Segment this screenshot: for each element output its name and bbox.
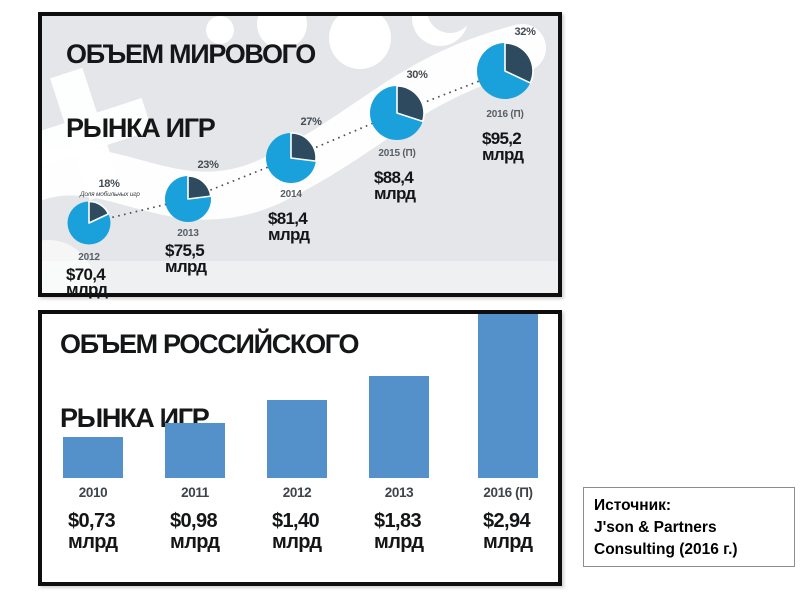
world-chart-labels: 18% Доля мобильных игр 2012 $70,4 млрд 23% 201… bbox=[42, 16, 558, 298]
bar-value-label: $1,83 млрд bbox=[374, 511, 424, 553]
pie-year-label: 2013 bbox=[177, 228, 199, 239]
bar-2011 bbox=[165, 423, 225, 478]
pie-value-amount: $70,4 bbox=[66, 264, 106, 284]
pie-value-unit: млрд bbox=[268, 224, 310, 244]
bar-value-label: $0,73 млрд bbox=[68, 511, 118, 553]
bar-column-2010: 2010 $0,73 млрд bbox=[63, 314, 123, 582]
pie-value-unit: млрд bbox=[482, 144, 524, 164]
pie-value-label: $81,4 млрд bbox=[268, 209, 310, 244]
world-market-pie-trend-chart bbox=[42, 16, 558, 293]
bar-value-label: $0,98 млрд bbox=[170, 511, 220, 553]
corner-circle-shape bbox=[42, 240, 96, 293]
dotted-trend-line bbox=[88, 70, 506, 224]
pie-value-unit: млрд bbox=[66, 280, 108, 299]
pie-mobile-share-sector bbox=[88, 200, 110, 224]
bar-value-amount: $0,73 bbox=[68, 510, 116, 532]
russia-market-chart-panel: ОБЪЕМ РОССИЙСКОГО РЫНКА ИГР 2010 $0,73 мл… bbox=[38, 310, 562, 586]
bar-value-label: $1,40 млрд bbox=[272, 511, 322, 553]
mobile-share-percent-label: 27% bbox=[300, 116, 322, 128]
bar-year-label: 2013 bbox=[384, 485, 414, 500]
source-attribution-box: Источник: J'son & Partners Consulting (2… bbox=[583, 487, 795, 567]
pie-mobile-share-sector bbox=[396, 85, 425, 123]
bar-year-label: 2011 bbox=[181, 485, 209, 500]
bar-year-label: 2016 (П) bbox=[483, 485, 533, 500]
bar-value-unit: млрд bbox=[68, 531, 118, 553]
pie-mobile-share-sector bbox=[290, 132, 317, 162]
bar-column-2012: 2012 $1,40 млрд bbox=[267, 314, 327, 582]
pie-value-amount: $95,2 bbox=[482, 129, 522, 148]
bar-value-amount: $2,94 bbox=[483, 510, 531, 532]
bar-2012 bbox=[267, 399, 327, 478]
pie-value-label: $70,4 млрд bbox=[66, 264, 108, 299]
bar-value-amount: $1,83 bbox=[374, 510, 422, 532]
bar-year-label: 2010 bbox=[78, 485, 108, 500]
pie-value-amount: $75,5 bbox=[165, 241, 205, 260]
controller-pattern-background bbox=[42, 16, 558, 293]
world-title-line1: ОБЪЕМ МИРОВОГО bbox=[66, 39, 316, 69]
source-year: Consulting (2016 г.) bbox=[594, 541, 738, 558]
bar-2013 bbox=[369, 375, 429, 478]
world-title-line2: РЫНКА ИГР bbox=[66, 113, 216, 143]
pie-value-label: $88,4 млрд bbox=[374, 168, 416, 203]
pie-value-amount: $88,4 bbox=[374, 168, 414, 187]
bar-value-label: $2,94 млрд bbox=[483, 511, 533, 553]
bar-value-unit: млрд bbox=[272, 531, 322, 553]
pie-value-label: $95,2 млрд bbox=[482, 129, 524, 164]
button-circle-icon bbox=[206, 16, 234, 44]
bar-2010 bbox=[63, 437, 123, 478]
world-market-chart-panel: 18% Доля мобильных игр 2012 $70,4 млрд 23% 201… bbox=[38, 12, 562, 298]
button-circle-icon bbox=[329, 16, 391, 69]
bar-value-unit: млрд bbox=[170, 531, 220, 553]
pie-year-label: 2015 (П) bbox=[378, 148, 416, 159]
mobile-share-percent-label: 18% bbox=[98, 177, 120, 190]
bar-column-2016: 2016 (П) $2,94 млрд bbox=[478, 314, 538, 582]
bar-value-amount: $1,40 bbox=[272, 510, 320, 532]
world-chart-title: ОБЪЕМ МИРОВОГО РЫНКА ИГР bbox=[66, 36, 316, 147]
pie-year-label: 2012 bbox=[78, 251, 100, 263]
source-company: J'son & Partners bbox=[594, 519, 717, 536]
bar-value-amount: $0,98 bbox=[170, 510, 218, 532]
russia-title-line1: ОБЪЕМ РОССИЙСКОГО bbox=[60, 329, 359, 359]
source-label: Источник: bbox=[594, 497, 672, 514]
pie-value-unit: млрд bbox=[374, 183, 416, 203]
pie-charts-group bbox=[67, 42, 534, 245]
mobile-share-percent-label: 32% bbox=[514, 26, 536, 38]
pie-mobile-share-sector bbox=[504, 42, 534, 84]
mobile-share-caption: Доля мобильных игр bbox=[80, 190, 140, 198]
pie-value-amount: $81,4 bbox=[268, 209, 308, 228]
crescent-cutout bbox=[427, 16, 473, 33]
pie-mobile-share-sector bbox=[187, 175, 212, 200]
bar-year-label: 2012 bbox=[282, 485, 312, 500]
pie-value-label: $75,5 млрд bbox=[165, 241, 207, 276]
bar-column-2013: 2013 $1,83 млрд bbox=[369, 314, 429, 582]
bar-2016 bbox=[478, 314, 538, 478]
bar-value-unit: млрд bbox=[374, 531, 424, 553]
mobile-share-percent-label: 23% bbox=[197, 159, 219, 171]
pie-value-unit: млрд bbox=[165, 256, 207, 276]
bar-value-unit: млрд bbox=[483, 531, 533, 553]
button-circle-icon bbox=[257, 16, 307, 49]
pie-year-label: 2014 bbox=[280, 189, 302, 200]
pie-year-label: 2016 (П) bbox=[486, 109, 524, 120]
dpad-cross-icon bbox=[42, 67, 153, 201]
bar-column-2011: 2011 $0,98 млрд bbox=[165, 314, 225, 582]
mobile-share-percent-label: 30% bbox=[406, 69, 428, 81]
